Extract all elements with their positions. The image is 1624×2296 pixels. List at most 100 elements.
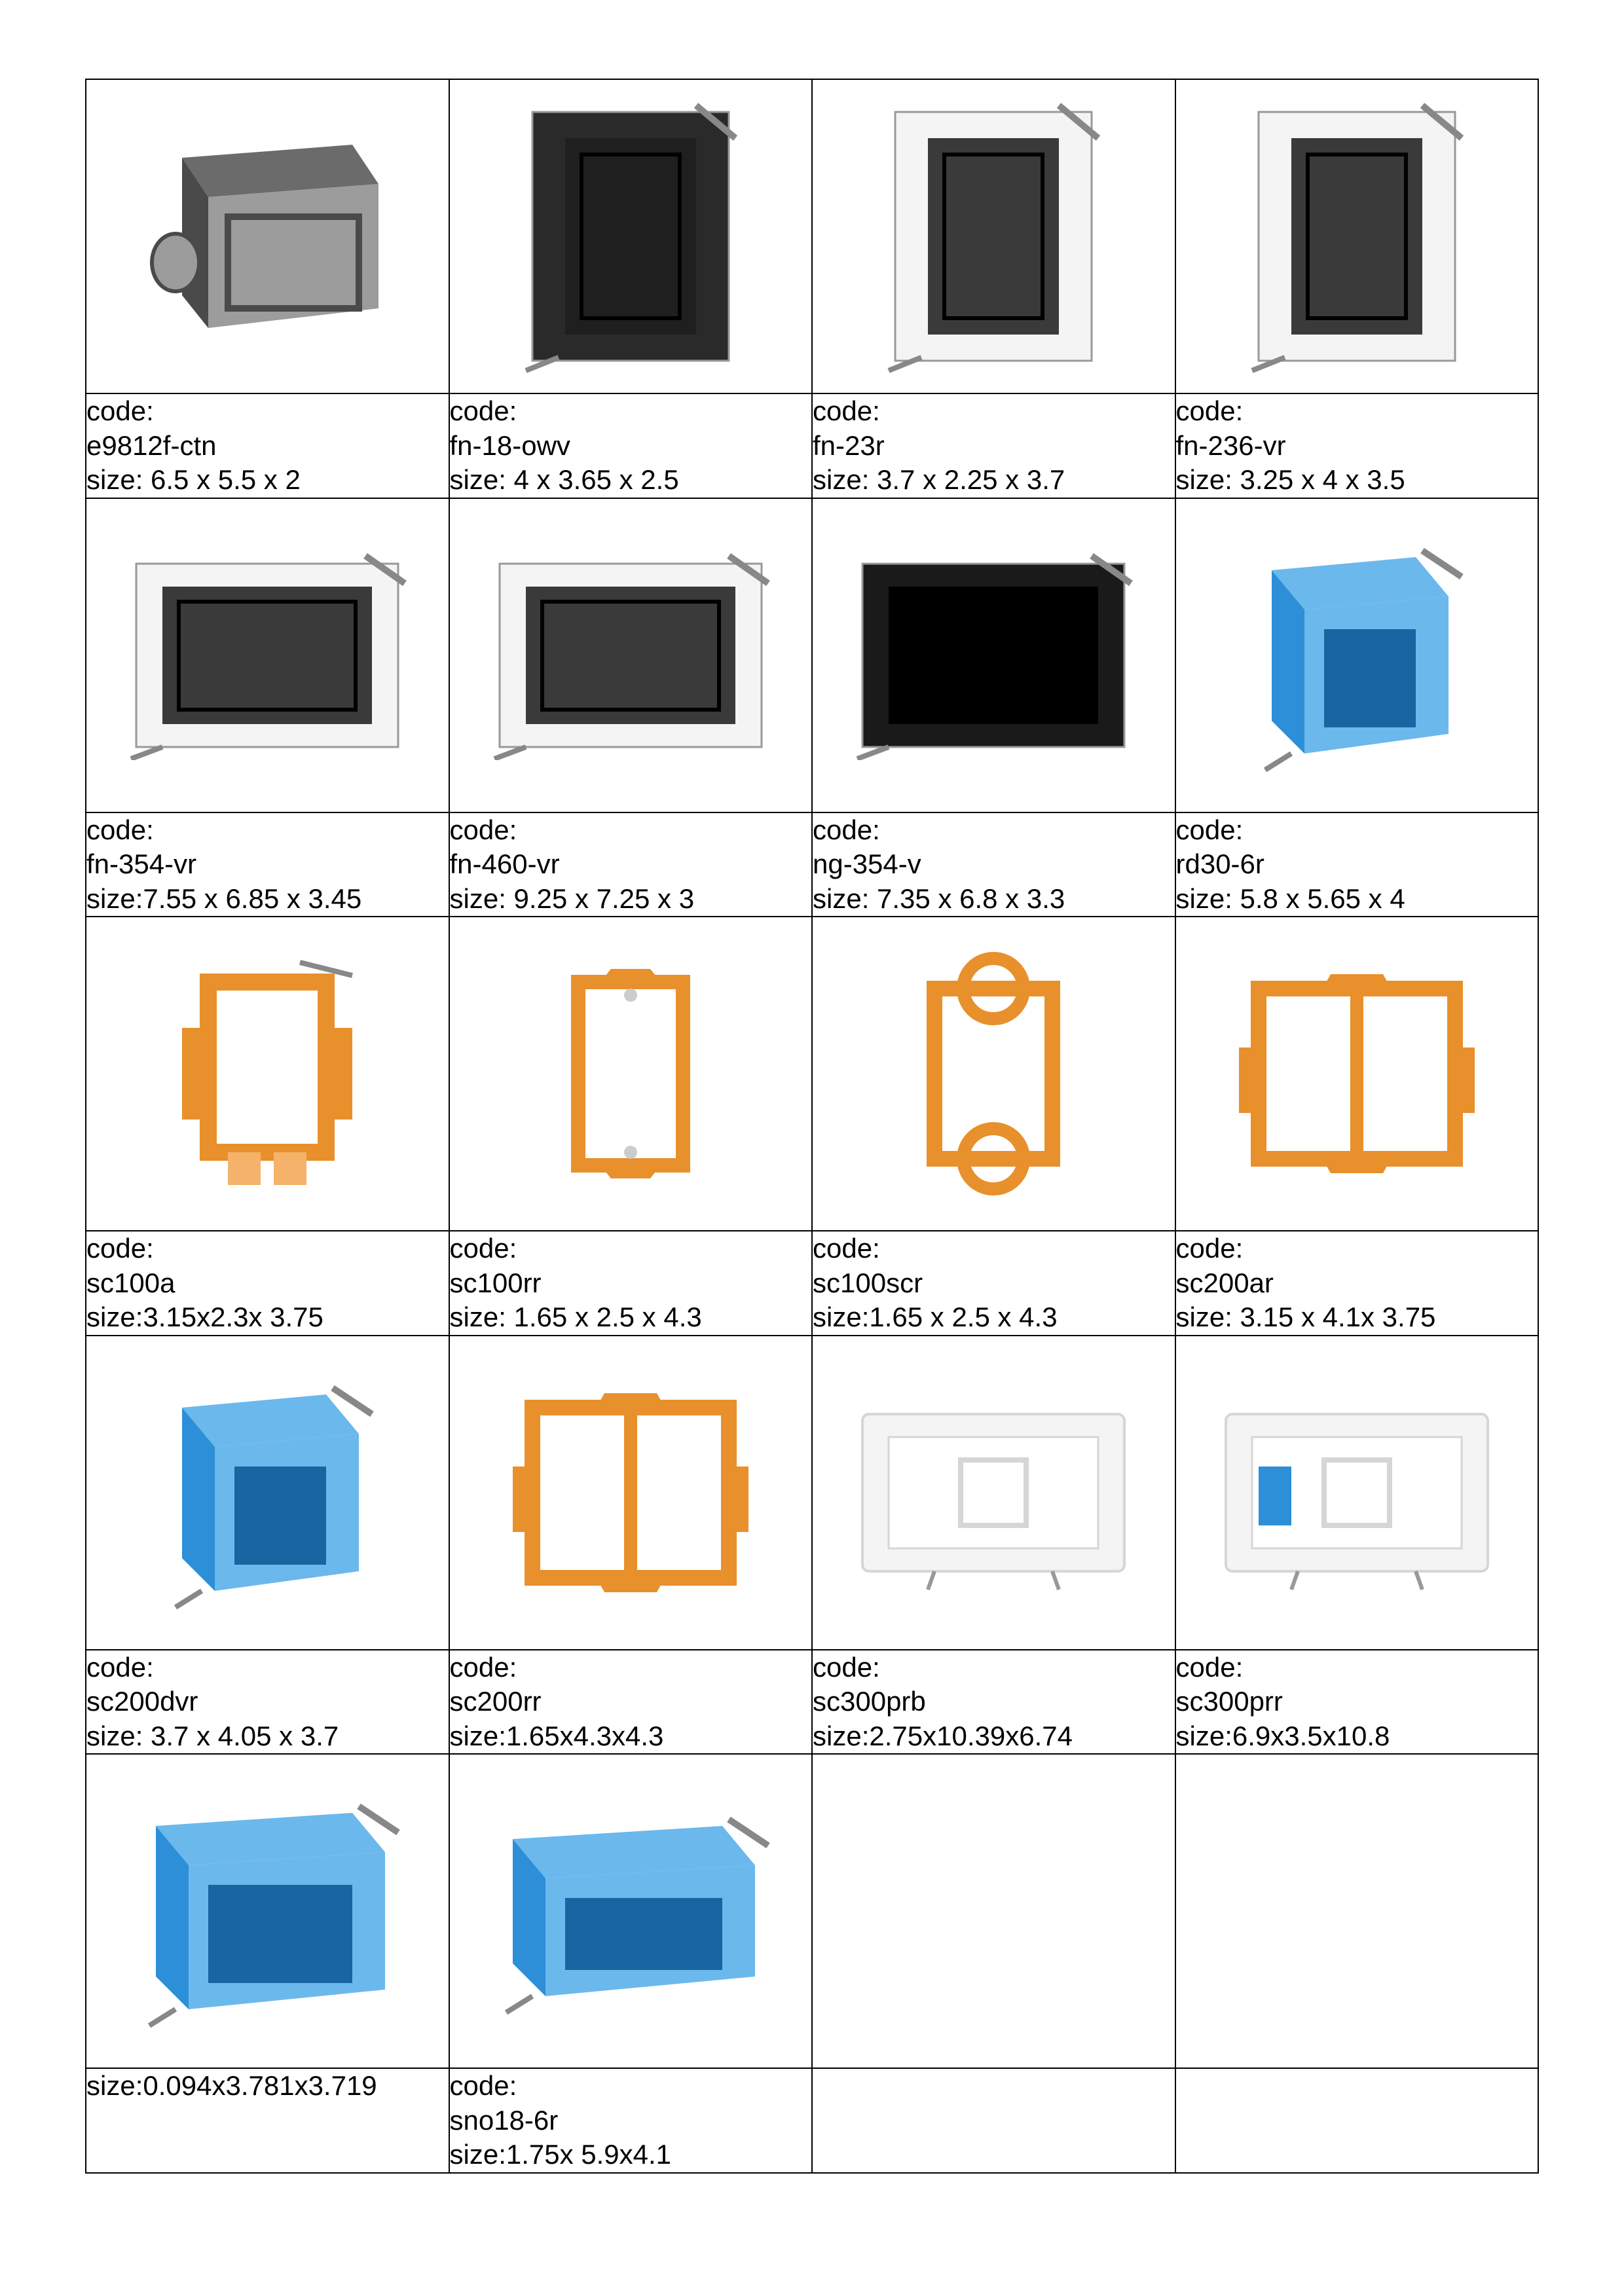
product-info-cell: code: sno18-6rsize:1.75x 5.9x4.1 bbox=[449, 2068, 813, 2173]
product-code: rd30-6r bbox=[1176, 847, 1538, 882]
product-code-line: code: sno18-6r bbox=[450, 2069, 812, 2138]
product-code-line: code: fn-460-vr bbox=[450, 813, 812, 882]
product-code-line: code: ng-354-v bbox=[813, 813, 1175, 882]
product-code-line: code: fn-236-vr bbox=[1176, 394, 1538, 463]
product-size: 3.7 x 2.25 x 3.7 bbox=[869, 464, 1065, 495]
product-code-line: code: sc300prb bbox=[813, 1650, 1175, 1719]
product-code: fn-354-vr bbox=[86, 847, 449, 882]
product-size: 5.8 x 5.65 x 4 bbox=[1232, 883, 1405, 914]
product-size: 9.25 x 7.25 x 3 bbox=[506, 883, 694, 914]
product-image-cell bbox=[812, 1754, 1175, 2068]
size-label: size: bbox=[813, 1302, 869, 1332]
product-size-line: size: 6.5 x 5.5 x 2 bbox=[86, 463, 449, 498]
code-label: code: bbox=[86, 814, 154, 845]
code-label: code: bbox=[450, 1233, 517, 1264]
code-label: code: bbox=[1176, 1233, 1244, 1264]
product-image-cell bbox=[1175, 79, 1539, 393]
product-image-empty bbox=[1176, 1755, 1538, 2068]
product-image-fn-354-vr bbox=[86, 499, 449, 812]
product-code-line: code: sc200ar bbox=[1176, 1231, 1538, 1300]
size-label: size: bbox=[86, 1302, 143, 1332]
product-info-cell: code: fn-18-owvsize: 4 x 3.65 x 2.5 bbox=[449, 393, 813, 498]
product-size: 6.9x3.5x10.8 bbox=[1232, 1721, 1390, 1751]
product-code: fn-23r bbox=[813, 429, 1175, 464]
product-size: 7.55 x 6.85 x 3.45 bbox=[143, 883, 361, 914]
product-image-cell bbox=[86, 79, 449, 393]
product-image-cell bbox=[1175, 498, 1539, 812]
product-image-cell bbox=[86, 917, 449, 1231]
product-image-cell bbox=[812, 79, 1175, 393]
product-image-cell bbox=[1175, 917, 1539, 1231]
product-image-fn-18-owv bbox=[450, 80, 812, 393]
product-size: 7.35 x 6.8 x 3.3 bbox=[869, 883, 1065, 914]
product-image-cell bbox=[812, 498, 1175, 812]
size-label: size: bbox=[86, 2070, 143, 2101]
product-image-sc300prb bbox=[813, 1336, 1175, 1649]
product-image-sc100scr bbox=[813, 917, 1175, 1230]
size-label: size: bbox=[450, 2139, 506, 2170]
size-label: size: bbox=[813, 883, 869, 914]
product-size: 3.15 x 4.1x 3.75 bbox=[1232, 1302, 1436, 1332]
product-size: 3.7 x 4.05 x 3.7 bbox=[143, 1721, 339, 1751]
product-size: 3.25 x 4 x 3.5 bbox=[1232, 464, 1405, 495]
product-info-cell: code: sc100rrsize: 1.65 x 2.5 x 4.3 bbox=[449, 1231, 813, 1336]
product-code-line: code: e9812f-ctn bbox=[86, 394, 449, 463]
size-label: size: bbox=[450, 1721, 506, 1751]
product-code-line: code: sc200dvr bbox=[86, 1650, 449, 1719]
product-size-line: size: 3.15 x 4.1x 3.75 bbox=[1176, 1300, 1538, 1335]
product-code: sc200ar bbox=[1176, 1266, 1538, 1301]
product-image-sc200dvr bbox=[86, 1336, 449, 1649]
product-info-cell: code: sc200arsize: 3.15 x 4.1x 3.75 bbox=[1175, 1231, 1539, 1336]
product-size-line: size: 5.8 x 5.65 x 4 bbox=[1176, 882, 1538, 917]
product-code: fn-460-vr bbox=[450, 847, 812, 882]
product-image-cell bbox=[812, 1336, 1175, 1650]
product-info-cell: code: sc200dvrsize: 3.7 x 4.05 x 3.7 bbox=[86, 1650, 449, 1755]
product-image-e9812f-ctn bbox=[86, 80, 449, 393]
product-image-sc300prr bbox=[1176, 1336, 1538, 1649]
size-label: size: bbox=[1176, 1721, 1232, 1751]
size-label: size: bbox=[813, 464, 869, 495]
product-image-sc200ar bbox=[1176, 917, 1538, 1230]
product-image-rd30-6r bbox=[1176, 499, 1538, 812]
product-info-cell: code: fn-236-vrsize: 3.25 x 4 x 3.5 bbox=[1175, 393, 1539, 498]
product-code: sc300prr bbox=[1176, 1685, 1538, 1719]
product-info-cell: code: fn-354-vrsize:7.55 x 6.85 x 3.45 bbox=[86, 812, 449, 917]
product-info-cell: code: rd30-6rsize: 5.8 x 5.65 x 4 bbox=[1175, 812, 1539, 917]
product-code: sc100scr bbox=[813, 1266, 1175, 1301]
product-size: 0.094x3.781x3.719 bbox=[143, 2070, 377, 2101]
product-size-line: size:0.094x3.781x3.719 bbox=[86, 2069, 449, 2104]
size-label: size: bbox=[813, 1721, 869, 1751]
product-code-line: code: sc100rr bbox=[450, 1231, 812, 1300]
product-image-sc200rr bbox=[450, 1336, 812, 1649]
product-image-fn-236-vr bbox=[1176, 80, 1538, 393]
size-label: size: bbox=[1176, 464, 1232, 495]
product-image-cell bbox=[449, 498, 813, 812]
size-label: size: bbox=[86, 1721, 143, 1751]
product-info-cell: code: e9812f-ctnsize: 6.5 x 5.5 x 2 bbox=[86, 393, 449, 498]
product-code-line: code: rd30-6r bbox=[1176, 813, 1538, 882]
product-image-sc100a bbox=[86, 917, 449, 1230]
product-size: 3.15x2.3x 3.75 bbox=[143, 1302, 323, 1332]
product-size-line: size:3.15x2.3x 3.75 bbox=[86, 1300, 449, 1335]
product-size: 1.65x4.3x4.3 bbox=[506, 1721, 664, 1751]
product-size-line: size:1.75x 5.9x4.1 bbox=[450, 2138, 812, 2172]
product-info-cell bbox=[1175, 2068, 1539, 2173]
product-code: fn-18-owv bbox=[450, 429, 812, 464]
code-label: code: bbox=[1176, 1652, 1244, 1683]
code-label: code: bbox=[86, 395, 154, 426]
code-label: code: bbox=[86, 1652, 154, 1683]
product-size-line: size:6.9x3.5x10.8 bbox=[1176, 1719, 1538, 1754]
product-code: fn-236-vr bbox=[1176, 429, 1538, 464]
product-size: 4 x 3.65 x 2.5 bbox=[506, 464, 679, 495]
product-image-cell bbox=[86, 1754, 449, 2068]
product-code: sc300prb bbox=[813, 1685, 1175, 1719]
product-info-cell: code: ng-354-vsize: 7.35 x 6.8 x 3.3 bbox=[812, 812, 1175, 917]
product-size: 1.65 x 2.5 x 4.3 bbox=[869, 1302, 1057, 1332]
size-label: size: bbox=[1176, 1302, 1232, 1332]
size-label: size: bbox=[86, 883, 143, 914]
product-image-fn-460-vr bbox=[450, 499, 812, 812]
code-label: code: bbox=[1176, 395, 1244, 426]
product-info-cell: code: sc300prbsize:2.75x10.39x6.74 bbox=[812, 1650, 1175, 1755]
product-image-sno18-6r bbox=[450, 1755, 812, 2068]
code-label: code: bbox=[1176, 814, 1244, 845]
